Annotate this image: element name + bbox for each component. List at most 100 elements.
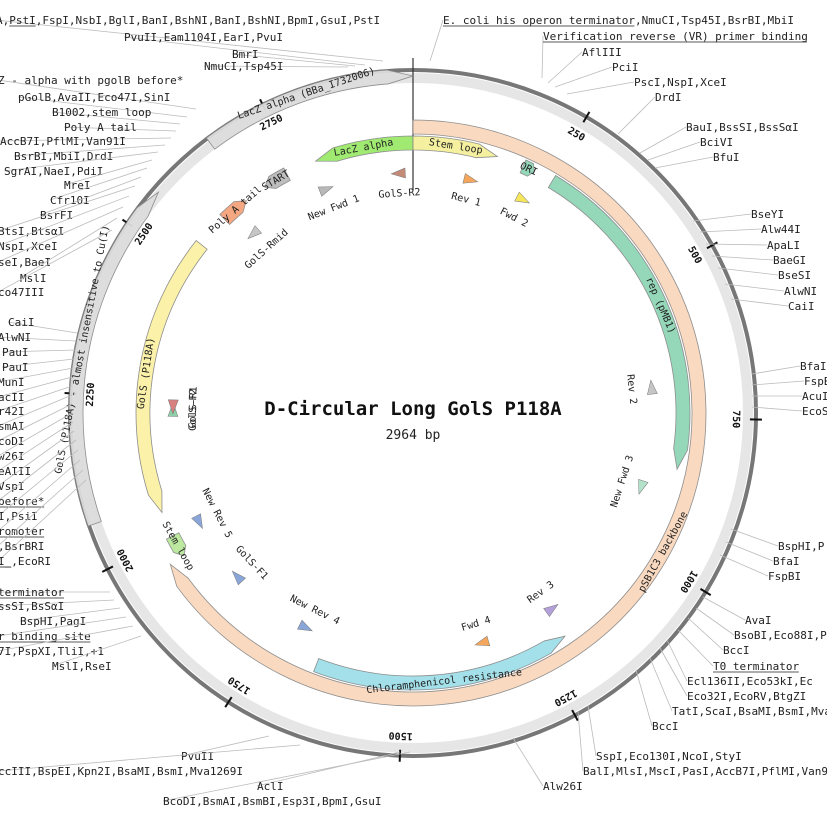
site-label: terminator xyxy=(0,586,110,599)
site-leader xyxy=(51,635,142,667)
site-text: MslI xyxy=(20,272,47,285)
site-text: acII xyxy=(0,391,25,404)
primer-marker xyxy=(247,225,263,240)
site-label: BcoDI,BsmAI,BsmBI,Esp3I,BpmI,GsuI xyxy=(162,751,411,808)
feature-arc xyxy=(135,239,208,514)
site-label: NmuCI,Tsp45I xyxy=(203,60,349,73)
site-leader xyxy=(0,79,197,110)
site-label: VspI xyxy=(0,430,75,493)
site-label: PvuII,Eam1104I,EarI,PvuI xyxy=(123,31,366,66)
ruler-tick xyxy=(224,696,233,708)
site-leader xyxy=(0,469,84,545)
site-leader xyxy=(0,229,113,292)
site-text: BauI,BssSI,BssSαI xyxy=(686,121,799,134)
site-text: Cfr10I xyxy=(50,194,90,207)
site-leader xyxy=(566,81,635,95)
site-label: MslI xyxy=(19,217,118,285)
site-text: BfuI xyxy=(713,151,740,164)
site-leader xyxy=(547,51,583,84)
site-leader xyxy=(123,36,366,66)
site-leader xyxy=(0,449,79,515)
site-label: ssSI,BsSαI xyxy=(0,599,115,613)
primer-marker xyxy=(231,570,246,586)
site-leader xyxy=(654,156,714,169)
primer-label: New Fwd 1 xyxy=(307,193,362,223)
site-label: seI,BaeI xyxy=(0,206,124,269)
site-leader xyxy=(717,267,779,276)
site-label: AlwNI xyxy=(0,331,77,344)
site-text: ccIII,BspEI,Kpn2I,BsaMI,BsmI,Mva1269I xyxy=(0,765,243,778)
site-text: co47III xyxy=(0,286,44,299)
site-text: FspBI xyxy=(804,375,827,388)
feature-ori: ORI xyxy=(518,159,539,178)
site-leader xyxy=(49,167,148,201)
site-leader xyxy=(711,255,774,261)
site-label: Poly A tail xyxy=(63,121,177,134)
site-leader xyxy=(724,283,785,292)
site-label: BmrI xyxy=(231,48,356,67)
site-label: CaiI xyxy=(7,316,78,334)
site-text: PvuII xyxy=(181,750,214,763)
site-text: B1002,stem loop xyxy=(52,106,151,119)
site-label: r binding site xyxy=(0,616,127,643)
site-leader xyxy=(0,376,73,397)
site-leader xyxy=(0,430,75,486)
site-leader xyxy=(19,607,121,622)
site-leader xyxy=(702,596,746,621)
site-text: BtsI,BtsαI xyxy=(0,225,64,238)
site-label: Alw44I xyxy=(699,223,801,236)
site-leader xyxy=(692,213,752,222)
site-label: smAI xyxy=(0,394,73,433)
primer-arrow xyxy=(390,167,406,179)
site-text: PciI xyxy=(612,61,639,74)
site-label: r42I xyxy=(0,385,73,418)
site-leader xyxy=(0,412,73,456)
primer-arrow xyxy=(462,173,479,184)
site-leader xyxy=(39,176,142,216)
site-text: BspHI,P xyxy=(778,540,825,553)
site-leader xyxy=(751,380,805,386)
site-label: MunI xyxy=(0,367,74,389)
primer-marker xyxy=(297,619,313,632)
site-label: BfaI xyxy=(725,541,800,568)
site-leader xyxy=(19,217,118,279)
feature-arc xyxy=(169,119,707,707)
site-text: I,PsiI xyxy=(0,510,38,523)
site-text: coDI xyxy=(0,435,25,448)
site-label: BseSI xyxy=(717,267,811,282)
site-text: ,BsrBRI xyxy=(0,540,44,553)
site-text: romoter xyxy=(0,525,45,538)
site-text: r42I xyxy=(0,405,25,418)
site-text: PauI xyxy=(2,346,29,359)
feature-gols-p118a: GolS (P118A) xyxy=(135,239,208,514)
site-leader xyxy=(0,625,134,652)
site-text: BciVI xyxy=(700,136,733,149)
site-text: BmrI xyxy=(232,48,259,61)
site-leader xyxy=(0,403,73,441)
site-label: BalI,MlsI,MscI,PasI,AccB7I,PflMI,Van9 xyxy=(577,711,827,778)
site-label: BccI xyxy=(687,617,750,657)
site-text: Alw26I xyxy=(543,780,583,793)
site-text: w26I xyxy=(0,450,25,463)
primer-arrow xyxy=(297,619,313,632)
site-leader xyxy=(677,629,714,667)
site-text: Poly A tail xyxy=(64,121,137,134)
feature-stem-loop-2: Stem loop xyxy=(159,520,195,573)
site-label: AvaI xyxy=(702,596,772,627)
site-text: AcuI xyxy=(802,390,827,403)
site-text: MreI xyxy=(64,179,91,192)
site-text: BccI xyxy=(652,720,679,733)
site-leader xyxy=(719,554,769,577)
site-leader xyxy=(17,96,188,118)
restriction-sites: A,PstI,FspI,NsbI,BglI,BanI,BshNI,BanI,Bs… xyxy=(0,14,827,808)
site-leader xyxy=(0,367,74,383)
primer-label: Rev 2 xyxy=(624,374,638,405)
site-leader xyxy=(695,607,735,636)
primer-marker xyxy=(167,399,179,415)
site-text: Z - alpha with pgolB before* xyxy=(0,74,183,87)
ruler-label: 2250 xyxy=(85,382,97,407)
site-leader xyxy=(0,394,73,426)
site-leader xyxy=(751,365,801,375)
site-leader xyxy=(0,599,115,607)
